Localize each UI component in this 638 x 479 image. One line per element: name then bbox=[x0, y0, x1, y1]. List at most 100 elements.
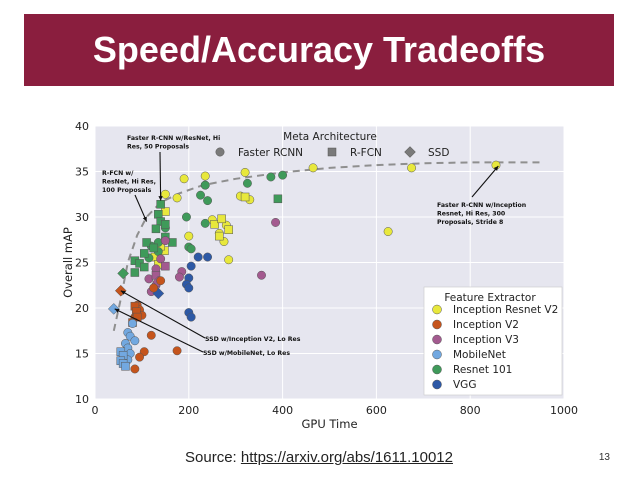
annotation-text: Faster R-CNN w/ResNet, Hi bbox=[127, 135, 220, 142]
y-tick-label: 15 bbox=[75, 348, 89, 361]
data-point bbox=[142, 238, 151, 247]
source-citation: Source: https://arxiv.org/abs/1611.10012 bbox=[0, 449, 638, 466]
annotation-arrowhead bbox=[120, 290, 126, 295]
y-tick-label: 40 bbox=[75, 120, 89, 133]
data-point bbox=[139, 262, 149, 272]
data-point bbox=[135, 352, 145, 362]
data-point bbox=[174, 272, 184, 282]
data-point bbox=[186, 312, 196, 322]
extractor-legend-marker bbox=[432, 379, 442, 390]
data-point bbox=[184, 283, 194, 293]
data-point bbox=[146, 330, 156, 340]
y-tick-label: 20 bbox=[75, 302, 89, 315]
data-point bbox=[139, 249, 149, 258]
extractor-legend-label: Resnet 101 bbox=[453, 364, 512, 376]
data-point bbox=[156, 200, 165, 209]
data-point bbox=[407, 163, 417, 173]
data-point bbox=[278, 170, 288, 180]
annotation-text: Resnet, Hi Res, 300 bbox=[437, 211, 506, 218]
page-number: 13 bbox=[598, 452, 610, 463]
data-point bbox=[156, 254, 166, 264]
data-point bbox=[210, 220, 219, 229]
meta-legend-marker-circle bbox=[215, 147, 225, 157]
data-point bbox=[151, 224, 161, 234]
extractor-legend-marker bbox=[432, 349, 442, 360]
data-point bbox=[186, 261, 196, 271]
extractor-legend-label: MobileNet bbox=[453, 349, 506, 361]
data-point bbox=[200, 180, 210, 190]
data-point bbox=[186, 244, 196, 254]
data-point bbox=[203, 196, 213, 206]
data-point bbox=[383, 227, 393, 237]
x-tick-label: 800 bbox=[460, 404, 481, 417]
data-point bbox=[161, 220, 170, 229]
y-axis-label: Overall mAP bbox=[61, 227, 75, 298]
extractor-legend-label: Inception V2 bbox=[453, 319, 519, 331]
y-tick-label: 10 bbox=[75, 393, 89, 406]
x-tick-label: 0 bbox=[92, 404, 99, 417]
slide-title: Speed/Accuracy Tradeoffs bbox=[92, 29, 546, 70]
data-point bbox=[172, 193, 182, 203]
annotation-arrow bbox=[134, 194, 148, 222]
x-axis-label: GPU Time bbox=[301, 417, 357, 431]
meta-legend-label: R-FCN bbox=[350, 147, 382, 159]
annotation-arrowhead bbox=[493, 166, 499, 171]
annotation-arrowhead bbox=[158, 196, 163, 201]
extractor-legend-label: Inception V3 bbox=[453, 334, 519, 346]
annotation-arrow bbox=[114, 308, 204, 353]
y-tick-label: 35 bbox=[75, 166, 89, 179]
data-point bbox=[224, 255, 234, 265]
data-point bbox=[160, 189, 170, 199]
data-point bbox=[224, 225, 233, 234]
x-tick-label: 400 bbox=[272, 404, 293, 417]
annotation-text: 100 Proposals bbox=[102, 187, 152, 194]
data-point bbox=[128, 319, 137, 328]
data-point bbox=[266, 172, 276, 182]
annotation-arrowhead bbox=[114, 308, 120, 313]
title-bar: Speed/Accuracy Tradeoffs bbox=[24, 14, 614, 86]
data-point bbox=[156, 276, 166, 286]
extractor-legend-label: Inception Resnet V2 bbox=[453, 304, 558, 316]
source-link[interactable]: https://arxiv.org/abs/1611.10012 bbox=[240, 449, 453, 466]
annotation-text: SSD w/Inception V2, Lo Res bbox=[205, 336, 301, 343]
annotation-text: Faster R-CNN w/Inception bbox=[437, 202, 526, 209]
data-point bbox=[271, 218, 281, 227]
data-point bbox=[196, 190, 205, 200]
annotation-arrow bbox=[471, 165, 499, 198]
data-point bbox=[182, 212, 191, 222]
data-point bbox=[273, 194, 283, 204]
y-tick-label: 25 bbox=[75, 257, 89, 270]
annotation-text: ResNet, Hi Res, bbox=[102, 179, 156, 186]
data-point bbox=[200, 218, 210, 228]
annotations: Faster R-CNN w/ResNet, Hi Res, 50 Proposa… bbox=[102, 135, 526, 357]
meta-legend-title: Meta Architecture bbox=[283, 131, 377, 143]
data-point bbox=[240, 167, 250, 177]
data-point bbox=[161, 261, 170, 271]
x-tick-label: 600 bbox=[366, 404, 387, 417]
data-point bbox=[242, 178, 252, 188]
data-point bbox=[117, 267, 129, 280]
extractor-legend-marker bbox=[432, 319, 442, 330]
meta-legend-marker-square bbox=[327, 147, 337, 157]
data-point bbox=[130, 268, 140, 277]
feature-extractor-legend-title: Feature Extractor bbox=[444, 292, 536, 304]
data-point bbox=[215, 231, 224, 241]
data-point bbox=[200, 171, 210, 181]
meta-legend-label: Faster RCNN bbox=[238, 147, 303, 159]
extractor-legend-marker bbox=[432, 334, 442, 345]
annotation-text: Proposals, Stride 8 bbox=[437, 219, 503, 226]
meta-legend-label: SSD bbox=[428, 147, 449, 159]
data-point bbox=[160, 236, 170, 246]
data-point bbox=[172, 346, 182, 356]
data-point bbox=[217, 214, 226, 224]
annotation-text: Res, 50 Proposals bbox=[127, 144, 189, 151]
data-point bbox=[308, 163, 318, 173]
annotation-text: R-FCN w/ bbox=[102, 170, 134, 177]
tick-labels: 0 200 400 600 800 1000 10 15 20 25 30 35 40 bbox=[75, 120, 578, 417]
data-point bbox=[149, 243, 158, 253]
extractor-legend-label: VGG bbox=[453, 379, 476, 391]
meta-legend-marker-diamond bbox=[404, 146, 416, 158]
data-point bbox=[240, 192, 250, 202]
annotation-text: SSD w/MobileNet, Lo Res bbox=[203, 350, 290, 357]
data-point bbox=[107, 303, 120, 315]
